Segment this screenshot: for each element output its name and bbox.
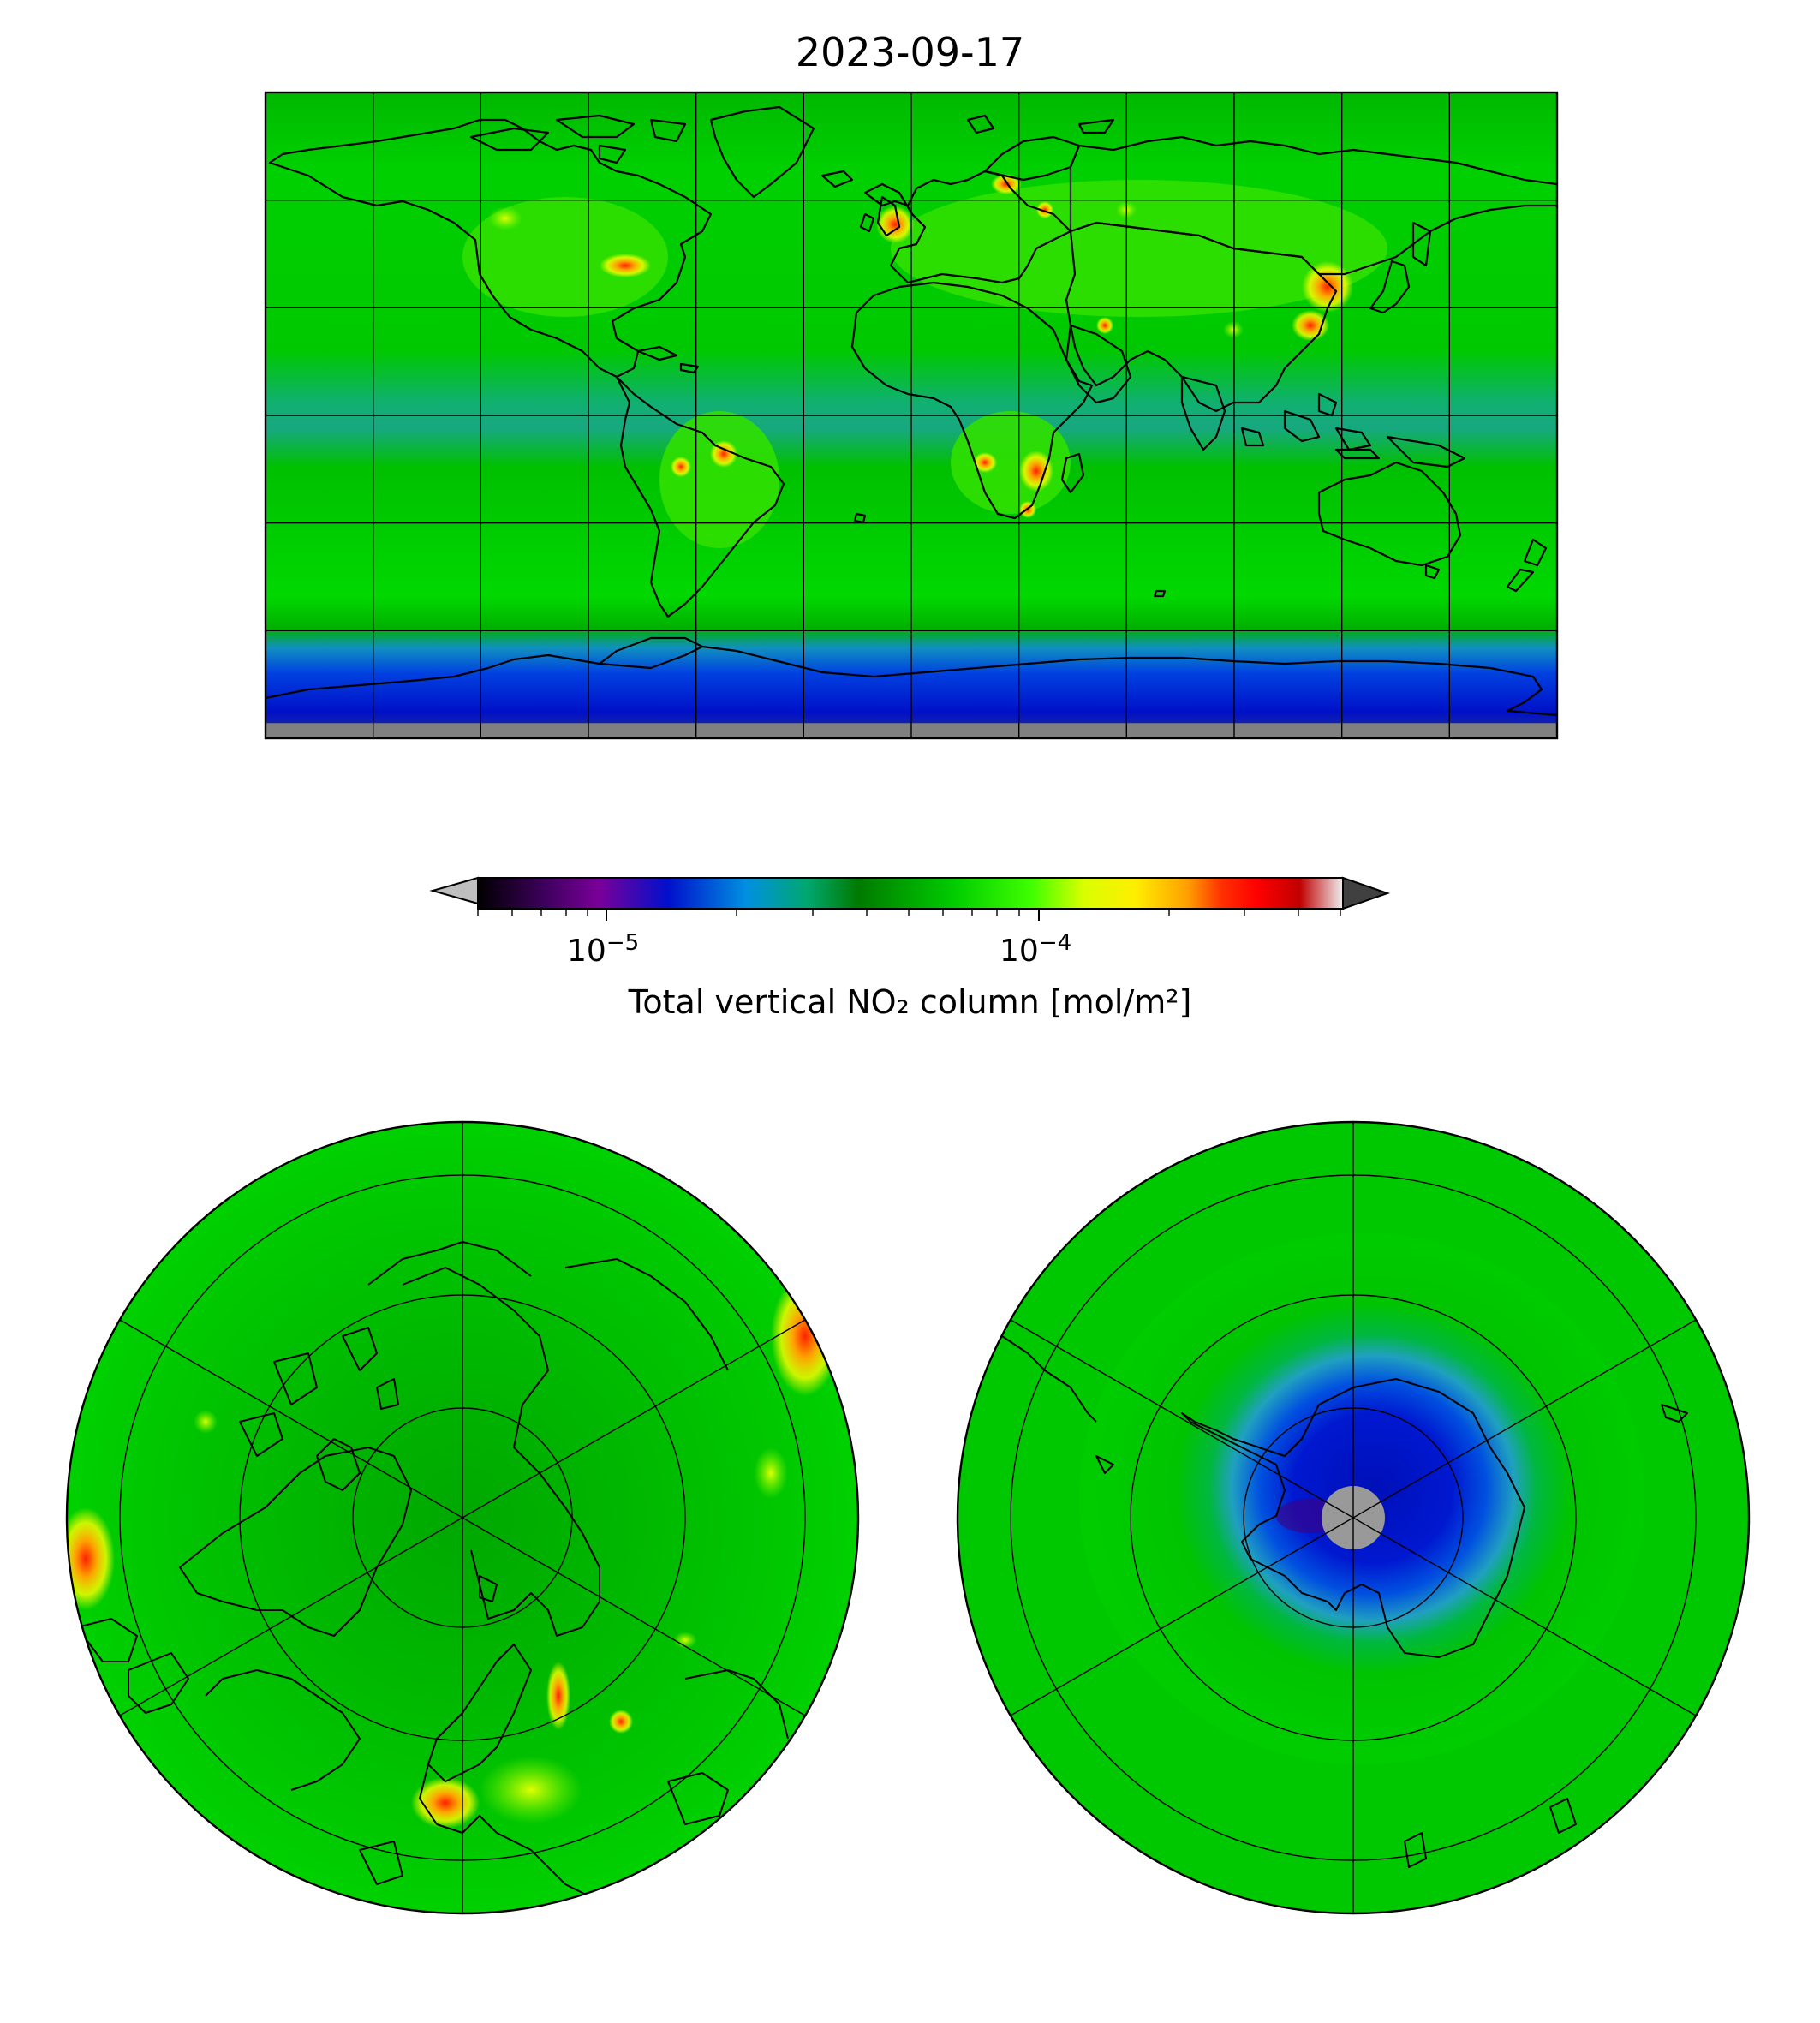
colorbar-major-ticks <box>606 909 1040 921</box>
global-map-gridlines <box>266 92 1557 738</box>
south-polar-gridlines <box>1010 1122 1697 1913</box>
north-polar-frame <box>65 1120 860 1915</box>
global-map-features <box>266 105 1557 717</box>
south-polar-map <box>956 1120 1751 1915</box>
colorbar-under-extension <box>429 876 479 905</box>
south-polar-coastlines <box>1001 1335 1688 1868</box>
north-polar-coastlines <box>76 1241 789 1911</box>
coastlines <box>266 105 1557 717</box>
colorbar-minor-ticks <box>477 909 1341 916</box>
north-polar-map <box>65 1120 860 1915</box>
colorbar <box>429 876 1391 921</box>
colorbar-tick-label: 10−4 <box>1000 930 1072 969</box>
south-polar-frame <box>956 1120 1751 1915</box>
colorbar-label: Total vertical NO₂ column [mol/m²] <box>628 983 1192 1021</box>
colorbar-over-extension <box>1342 876 1391 910</box>
global-map-frame <box>264 91 1559 740</box>
colorbar-tick-label: 10−5 <box>567 930 640 969</box>
north-polar-gridlines <box>119 1122 806 1913</box>
figure-title: 2023-09-17 <box>795 29 1025 75</box>
global-map <box>264 91 1559 740</box>
colorbar-gradient <box>478 878 1343 909</box>
